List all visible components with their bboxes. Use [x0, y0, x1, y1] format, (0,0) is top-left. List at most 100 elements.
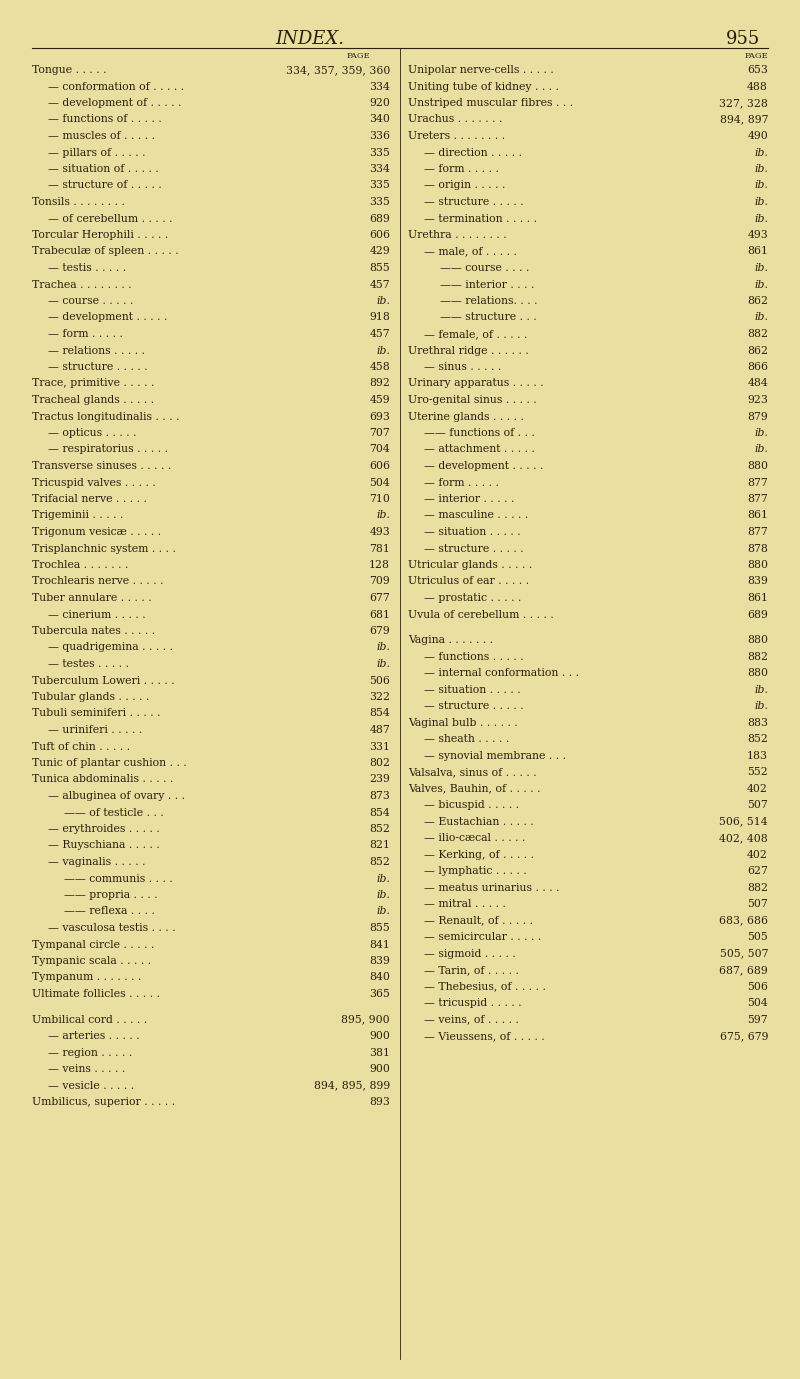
- Text: — development . . . . .: — development . . . . .: [424, 461, 543, 472]
- Text: 880: 880: [747, 461, 768, 472]
- Text: ib.: ib.: [754, 148, 768, 157]
- Text: Trochlearis nerve . . . . .: Trochlearis nerve . . . . .: [32, 576, 163, 586]
- Text: 402: 402: [747, 849, 768, 859]
- Text: ib.: ib.: [376, 510, 390, 520]
- Text: — Tarin, of . . . . .: — Tarin, of . . . . .: [424, 965, 519, 975]
- Text: Utriculus of ear . . . . .: Utriculus of ear . . . . .: [408, 576, 529, 586]
- Text: —— communis . . . .: —— communis . . . .: [64, 873, 173, 884]
- Text: 504: 504: [747, 998, 768, 1008]
- Text: ib.: ib.: [376, 659, 390, 669]
- Text: 893: 893: [369, 1098, 390, 1107]
- Text: 862: 862: [747, 346, 768, 356]
- Text: 429: 429: [370, 247, 390, 256]
- Text: — structure . . . . .: — structure . . . . .: [424, 197, 524, 207]
- Text: — quadrigemina . . . . .: — quadrigemina . . . . .: [48, 643, 173, 652]
- Text: 781: 781: [369, 543, 390, 553]
- Text: ib.: ib.: [754, 444, 768, 455]
- Text: Uro-genital sinus . . . . .: Uro-genital sinus . . . . .: [408, 394, 537, 405]
- Text: Transverse sinuses . . . . .: Transverse sinuses . . . . .: [32, 461, 171, 472]
- Text: 840: 840: [369, 972, 390, 982]
- Text: 183: 183: [747, 750, 768, 761]
- Text: ib.: ib.: [376, 873, 390, 884]
- Text: Uvula of cerebellum . . . . .: Uvula of cerebellum . . . . .: [408, 610, 554, 619]
- Text: — Vieussens, of . . . . .: — Vieussens, of . . . . .: [424, 1031, 545, 1041]
- Text: — tricuspid . . . . .: — tricuspid . . . . .: [424, 998, 522, 1008]
- Text: 955: 955: [726, 30, 760, 48]
- Text: ib.: ib.: [754, 313, 768, 323]
- Text: 855: 855: [370, 923, 390, 934]
- Text: Uterine glands . . . . .: Uterine glands . . . . .: [408, 411, 524, 422]
- Text: 689: 689: [369, 214, 390, 223]
- Text: Tympanic scala . . . . .: Tympanic scala . . . . .: [32, 956, 151, 967]
- Text: 918: 918: [369, 313, 390, 323]
- Text: Urinary apparatus . . . . .: Urinary apparatus . . . . .: [408, 378, 544, 389]
- Text: INDEX.: INDEX.: [275, 30, 345, 48]
- Text: — prostatic . . . . .: — prostatic . . . . .: [424, 593, 522, 603]
- Text: 484: 484: [747, 378, 768, 389]
- Text: — ilio-cæcal . . . . .: — ilio-cæcal . . . . .: [424, 833, 526, 843]
- Text: — of cerebellum . . . . .: — of cerebellum . . . . .: [48, 214, 173, 223]
- Text: 239: 239: [369, 775, 390, 785]
- Text: — region . . . . .: — region . . . . .: [48, 1048, 132, 1058]
- Text: — form . . . . .: — form . . . . .: [48, 330, 123, 339]
- Text: — vaginalis . . . . .: — vaginalis . . . . .: [48, 856, 146, 867]
- Text: ib.: ib.: [754, 214, 768, 223]
- Text: 882: 882: [747, 883, 768, 892]
- Text: 552: 552: [747, 767, 768, 778]
- Text: 458: 458: [370, 363, 390, 372]
- Text: 877: 877: [747, 477, 768, 488]
- Text: —— propria . . . .: —— propria . . . .: [64, 889, 158, 900]
- Text: Tuber annulare . . . . .: Tuber annulare . . . . .: [32, 593, 152, 603]
- Text: Torcular Herophili . . . . .: Torcular Herophili . . . . .: [32, 230, 168, 240]
- Text: ib.: ib.: [754, 164, 768, 174]
- Text: — vasculosa testis . . . .: — vasculosa testis . . . .: [48, 923, 176, 934]
- Text: 852: 852: [369, 825, 390, 834]
- Text: 878: 878: [747, 543, 768, 553]
- Text: 704: 704: [370, 444, 390, 455]
- Text: 653: 653: [747, 65, 768, 74]
- Text: ib.: ib.: [754, 197, 768, 207]
- Text: — uriniferi . . . . .: — uriniferi . . . . .: [48, 725, 142, 735]
- Text: Umbilical cord . . . . .: Umbilical cord . . . . .: [32, 1015, 147, 1025]
- Text: 493: 493: [747, 230, 768, 240]
- Text: 877: 877: [747, 527, 768, 536]
- Text: 457: 457: [370, 330, 390, 339]
- Text: — course . . . . .: — course . . . . .: [48, 296, 134, 306]
- Text: — form . . . . .: — form . . . . .: [424, 477, 499, 488]
- Text: 381: 381: [369, 1048, 390, 1058]
- Text: — lymphatic . . . . .: — lymphatic . . . . .: [424, 866, 526, 876]
- Text: Tractus longitudinalis . . . .: Tractus longitudinalis . . . .: [32, 411, 179, 422]
- Text: — Renault, of . . . . .: — Renault, of . . . . .: [424, 916, 533, 925]
- Text: — muscles of . . . . .: — muscles of . . . . .: [48, 131, 155, 141]
- Text: 866: 866: [747, 363, 768, 372]
- Text: 683, 686: 683, 686: [719, 916, 768, 925]
- Text: Tonsils . . . . . . . .: Tonsils . . . . . . . .: [32, 197, 125, 207]
- Text: 854: 854: [370, 808, 390, 818]
- Text: 839: 839: [747, 576, 768, 586]
- Text: 493: 493: [370, 527, 390, 536]
- Text: —— course . . . .: —— course . . . .: [440, 263, 530, 273]
- Text: Urethra . . . . . . . .: Urethra . . . . . . . .: [408, 230, 506, 240]
- Text: Trisplanchnic system . . . .: Trisplanchnic system . . . .: [32, 543, 176, 553]
- Text: ib.: ib.: [376, 346, 390, 356]
- Text: — termination . . . . .: — termination . . . . .: [424, 214, 537, 223]
- Text: 687, 689: 687, 689: [719, 965, 768, 975]
- Text: 821: 821: [369, 840, 390, 851]
- Text: Tubuli seminiferi . . . . .: Tubuli seminiferi . . . . .: [32, 709, 161, 718]
- Text: — Kerking, of . . . . .: — Kerking, of . . . . .: [424, 849, 534, 859]
- Text: 710: 710: [369, 494, 390, 503]
- Text: 923: 923: [747, 394, 768, 405]
- Text: — attachment . . . . .: — attachment . . . . .: [424, 444, 535, 455]
- Text: 900: 900: [369, 1031, 390, 1041]
- Text: ib.: ib.: [376, 643, 390, 652]
- Text: 507: 507: [747, 800, 768, 809]
- Text: — erythroides . . . . .: — erythroides . . . . .: [48, 825, 160, 834]
- Text: — opticus . . . . .: — opticus . . . . .: [48, 427, 137, 439]
- Text: — sinus . . . . .: — sinus . . . . .: [424, 363, 502, 372]
- Text: — pillars of . . . . .: — pillars of . . . . .: [48, 148, 146, 157]
- Text: — veins, of . . . . .: — veins, of . . . . .: [424, 1015, 519, 1025]
- Text: PAGE: PAGE: [744, 52, 768, 61]
- Text: 336: 336: [369, 131, 390, 141]
- Text: 335: 335: [369, 181, 390, 190]
- Text: — development . . . . .: — development . . . . .: [48, 313, 167, 323]
